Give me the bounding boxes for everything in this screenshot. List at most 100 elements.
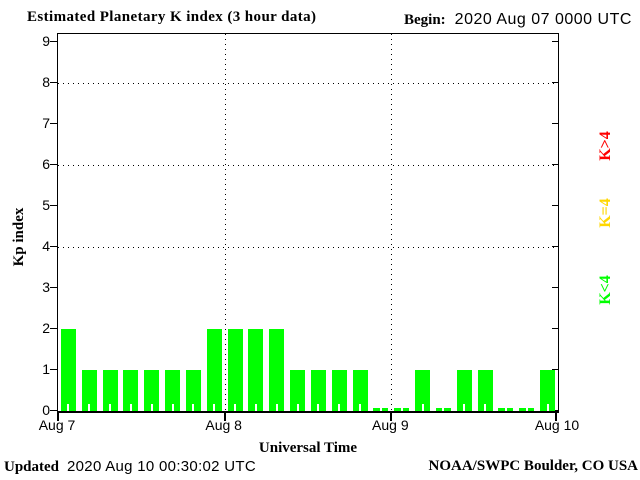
- x-axis-minor-tick: [67, 404, 70, 411]
- x-tick-label: Aug 10: [534, 417, 580, 433]
- kp-bar: [185, 370, 201, 411]
- y-axis-tick: [50, 369, 57, 371]
- x-tick-label: Aug 7: [38, 417, 76, 433]
- x-axis-minor-tick: [129, 404, 132, 411]
- kp-chart-plot-area: [50, 33, 559, 421]
- kp-bar: [331, 370, 347, 411]
- y-tick-label: 7: [42, 115, 50, 132]
- y-tick-label: 6: [42, 156, 50, 173]
- x-axis-minor-tick: [171, 404, 174, 411]
- y-tick-label: 5: [42, 197, 50, 214]
- y-axis-tick: [552, 41, 558, 43]
- y-axis-tick: [50, 328, 57, 330]
- x-axis-minor-tick: [504, 404, 507, 411]
- legend-item-0: K>4: [597, 131, 614, 161]
- x-axis-minor-tick: [379, 404, 382, 411]
- begin-line: Begin: 2020 Aug 07 0000 UTC: [404, 11, 632, 29]
- y-axis-tick: [50, 205, 57, 207]
- kp-bar: [290, 370, 306, 411]
- y-axis-tick: [552, 246, 558, 248]
- updated-label: Updated: [4, 459, 60, 475]
- x-tick-label: Aug 8: [205, 417, 242, 433]
- day-boundary-line: [391, 34, 393, 411]
- y-tick-label: 4: [42, 238, 50, 255]
- begin-value: 2020 Aug 07 0000 UTC: [454, 11, 632, 28]
- x-axis-minor-tick: [234, 404, 237, 411]
- x-axis-minor-tick: [484, 404, 487, 411]
- x-axis-day-tick: [223, 413, 226, 421]
- x-axis-day-tick: [555, 413, 557, 421]
- kp-bar: [248, 329, 264, 411]
- y-tick-label: 3: [42, 279, 50, 296]
- y-axis-tick: [552, 287, 558, 289]
- kp-bar: [415, 370, 431, 411]
- chart-title: Estimated Planetary K index (3 hour data…: [27, 9, 317, 25]
- legend-item-2: K<4: [597, 275, 614, 305]
- gridline-k8: [58, 83, 558, 85]
- y-tick-label: 9: [42, 33, 50, 50]
- gridline-k6: [58, 165, 558, 167]
- kp-bar: [498, 404, 514, 411]
- kp-bar: [81, 370, 97, 411]
- kp-bar: [373, 404, 389, 411]
- x-axis-day-tick: [57, 413, 59, 421]
- kp-bar: [60, 329, 76, 411]
- y-axis-tick: [552, 328, 558, 330]
- x-axis-minor-tick: [338, 404, 341, 411]
- y-tick-label: 2: [42, 320, 50, 337]
- kp-bar: [206, 329, 222, 411]
- y-axis-tick: [50, 410, 57, 411]
- y-axis-tick: [50, 246, 57, 248]
- y-axis-tick: [50, 123, 57, 125]
- x-axis-minor-tick: [359, 404, 362, 411]
- begin-label: Begin:: [404, 12, 446, 28]
- kp-bar: [123, 370, 139, 411]
- gridline-k4: [58, 247, 558, 249]
- x-axis-day-tick: [390, 413, 393, 421]
- kp-bar: [435, 404, 451, 411]
- x-axis-minor-tick: [400, 404, 403, 411]
- x-axis-minor-tick: [192, 404, 195, 411]
- x-axis-minor-tick: [109, 404, 112, 411]
- kp-bar: [102, 370, 118, 411]
- y-axis-tick: [552, 205, 558, 207]
- x-axis-minor-tick: [546, 404, 549, 411]
- x-axis-minor-tick: [296, 404, 299, 411]
- y-axis-title: Kp index: [11, 207, 27, 267]
- y-axis-tick: [50, 164, 57, 166]
- y-axis-tick: [552, 369, 558, 371]
- x-axis-minor-tick: [442, 404, 445, 411]
- y-axis-tick: [50, 82, 57, 84]
- kp-bar: [540, 370, 556, 411]
- x-axis-minor-tick: [421, 404, 424, 411]
- kp-bar: [165, 370, 181, 411]
- y-axis-tick: [552, 82, 558, 84]
- y-axis-tick: [552, 123, 558, 125]
- x-axis-title: Universal Time: [258, 440, 358, 456]
- y-tick-label: 8: [42, 74, 50, 91]
- kp-bar: [394, 404, 410, 411]
- y-axis-tick: [552, 164, 558, 166]
- y-axis-tick: [50, 287, 57, 289]
- legend-item-1: K=4: [597, 198, 614, 228]
- x-axis-minor-tick: [275, 404, 278, 411]
- kp-bar: [310, 370, 326, 411]
- kp-bar: [519, 404, 535, 411]
- y-axis-tick: [50, 41, 57, 43]
- updated-line: Updated 2020 Aug 10 00:30:02 UTC: [4, 458, 256, 476]
- kp-bar: [269, 329, 285, 411]
- x-axis-minor-tick: [463, 404, 466, 411]
- kp-bar: [144, 370, 160, 411]
- x-axis-minor-tick: [525, 404, 528, 411]
- x-tick-label: Aug 9: [372, 417, 409, 433]
- x-axis-minor-tick: [317, 404, 320, 411]
- kp-bar: [456, 370, 472, 411]
- y-tick-label: 1: [42, 361, 50, 378]
- x-axis-minor-tick: [213, 404, 216, 411]
- updated-value: 2020 Aug 10 00:30:02 UTC: [67, 458, 257, 475]
- kp-bar: [477, 370, 493, 411]
- kp-bar: [227, 329, 243, 411]
- day-boundary-line: [224, 34, 226, 411]
- x-axis-minor-tick: [88, 404, 91, 411]
